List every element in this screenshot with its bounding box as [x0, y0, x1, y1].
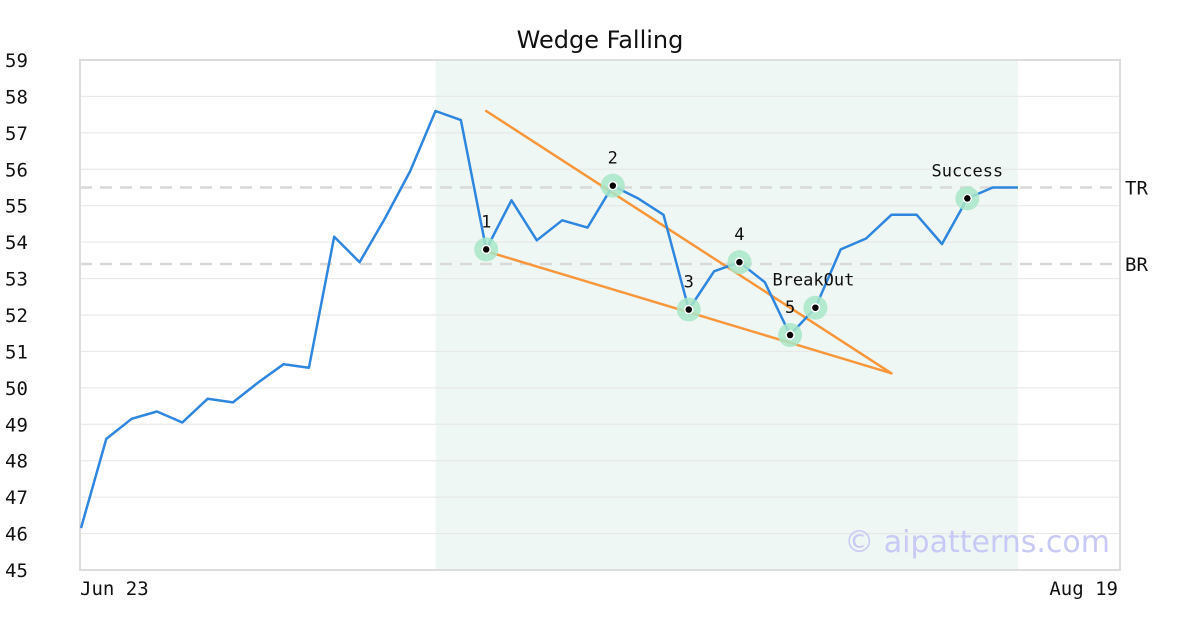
x-axis-ticks: Jun 23 Aug 19 [80, 578, 1118, 600]
y-axis-ticks: 45 46 47 48 49 50 51 52 53 54 55 56 57 58 59 [5, 50, 28, 582]
y-tick-label: 53 [5, 269, 28, 291]
y-tick-label: 49 [5, 414, 28, 436]
pivots-layer: 1 2 3 4 5 BreakOut Success [474, 149, 1004, 348]
plot-frame [79, 59, 1121, 571]
pivot-dot-success [962, 193, 973, 204]
pivot-label-breakout: BreakOut [772, 271, 854, 291]
reference-lines-layer: TR BR [80, 178, 1148, 276]
pivot-label-3: 3 [684, 273, 694, 293]
reference-label-tr: TR [1125, 178, 1148, 200]
y-tick-label: 50 [5, 378, 28, 400]
pivot-label-4: 4 [734, 225, 744, 245]
pivot-label-5: 5 [785, 298, 795, 318]
y-tick-label: 52 [5, 305, 28, 327]
y-tick-label: 56 [5, 159, 28, 181]
y-tick-label: 55 [5, 196, 28, 218]
y-tick-label: 57 [5, 123, 28, 145]
y-tick-label: 48 [5, 451, 28, 473]
y-tick-label: 45 [5, 560, 28, 582]
pivot-label-1: 1 [481, 212, 491, 232]
y-tick-label: 46 [5, 524, 28, 546]
y-tick-label: 59 [5, 50, 28, 72]
pivot-dot-breakout [810, 302, 821, 313]
price-line [79, 109, 1018, 529]
pivot-label-success: Success [932, 161, 1004, 181]
y-tick-label: 51 [5, 341, 28, 363]
pivot-dot-1 [481, 244, 491, 255]
y-tick-label: 58 [5, 86, 28, 108]
reference-label-br: BR [1125, 254, 1148, 276]
trendline-upper [484, 109, 893, 375]
price-series-layer [79, 109, 1018, 529]
pivot-dot-4 [734, 257, 745, 267]
y-tick-label: 47 [5, 487, 28, 509]
pivot-dot-5 [785, 330, 795, 340]
pivot-dot-3 [684, 304, 694, 315]
chart-title: Wedge Falling [517, 26, 684, 54]
pivot-label-2: 2 [608, 149, 618, 169]
y-tick-label: 54 [5, 232, 28, 254]
x-tick-label-end: Aug 19 [1049, 578, 1118, 600]
pivot-dot-2 [608, 180, 618, 191]
x-tick-label-start: Jun 23 [80, 578, 149, 600]
watermark: © aipatterns.com [844, 525, 1110, 560]
